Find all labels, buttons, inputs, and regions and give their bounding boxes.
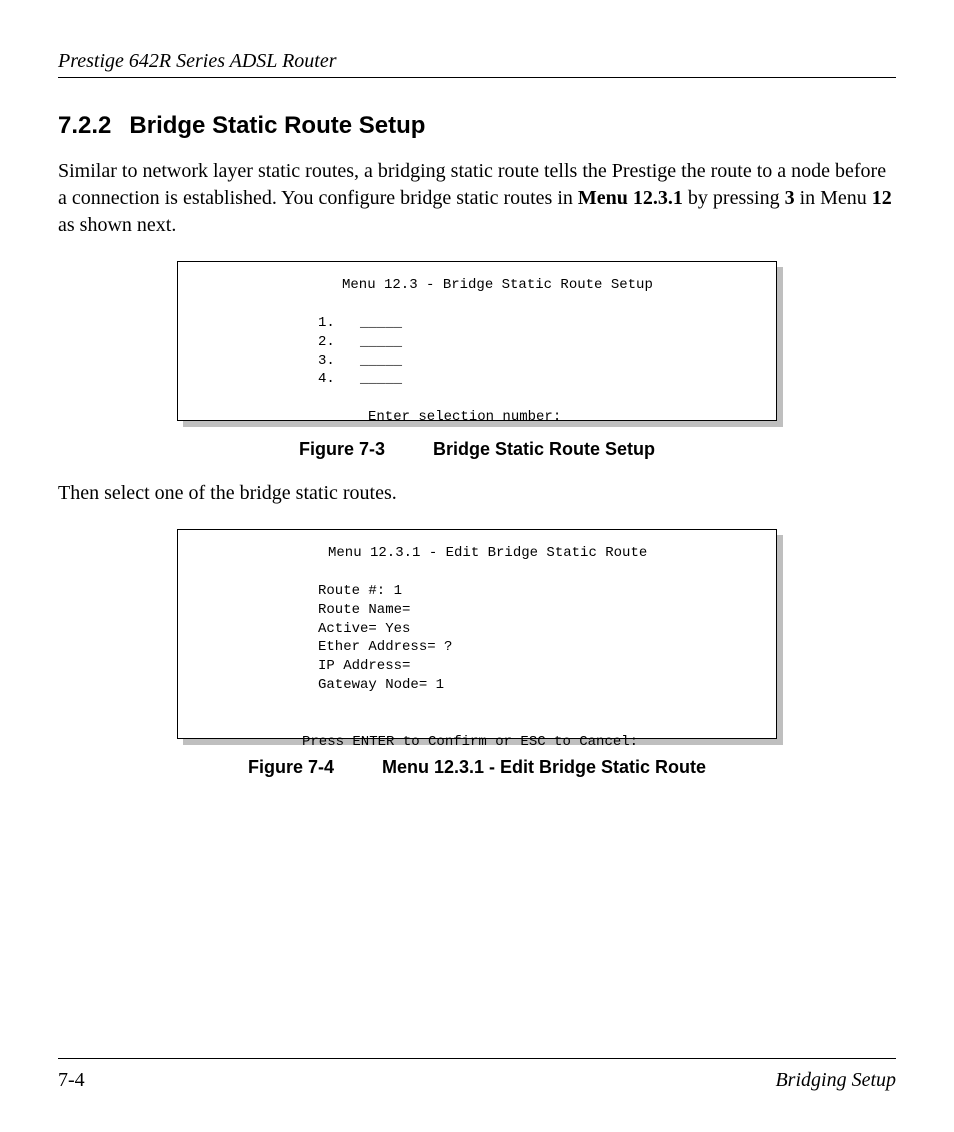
terminal-2-line-4: Ether Address= ?: [318, 639, 452, 655]
page-number: 7-4: [58, 1069, 85, 1092]
terminal-1-prompt: Enter selection number:: [318, 408, 756, 427]
running-header: Prestige 642R Series ADSL Router: [58, 50, 896, 78]
page-footer: 7-4 Bridging Setup: [58, 1058, 896, 1092]
terminal-1-line-3: 3. _____: [318, 353, 402, 369]
p1-post: as shown next.: [58, 214, 176, 236]
terminal-2-line-5: IP Address=: [318, 658, 410, 674]
terminal-2-prompt: Press ENTER to Confirm or ESC to Cancel:: [302, 733, 756, 752]
terminal-2-line-2: Route Name=: [318, 602, 410, 618]
p1-bold-3: 3: [785, 187, 795, 209]
terminal-1-line-2: 2. _____: [318, 334, 402, 350]
section-number: 7.2.2: [58, 112, 111, 140]
footer-title: Bridging Setup: [775, 1069, 896, 1092]
terminal-2-line-1: Route #: 1: [318, 583, 402, 599]
terminal-2-line-6: Gateway Node= 1: [318, 677, 444, 693]
p1-mid1: by pressing: [683, 187, 785, 209]
terminal-1-title: Menu 12.3 - Bridge Static Route Setup: [318, 276, 756, 295]
figure-2-caption: Figure 7-4 Menu 12.3.1 - Edit Bridge Stat…: [58, 757, 896, 778]
p1-bold-menu: Menu 12.3.1: [578, 187, 683, 209]
terminal-1: Menu 12.3 - Bridge Static Route Setup 1.…: [177, 261, 777, 421]
terminal-1-line-4: 4. _____: [318, 371, 402, 387]
p1-mid2: in Menu: [795, 187, 872, 209]
figure-1-title: Bridge Static Route Setup: [433, 439, 655, 459]
mid-paragraph: Then select one of the bridge static rou…: [58, 480, 896, 507]
section-heading: 7.2.2 Bridge Static Route Setup: [58, 112, 896, 140]
terminal-2-title: Menu 12.3.1 - Edit Bridge Static Route: [318, 544, 756, 563]
terminal-1-wrap: Menu 12.3 - Bridge Static Route Setup 1.…: [177, 261, 777, 421]
page: Prestige 642R Series ADSL Router 7.2.2 Br…: [0, 0, 954, 1132]
figure-1-number: Figure 7-3: [299, 439, 385, 459]
figure-2-title: Menu 12.3.1 - Edit Bridge Static Route: [382, 757, 706, 777]
terminal-2-wrap: Menu 12.3.1 - Edit Bridge Static Route R…: [177, 529, 777, 739]
figure-1-caption: Figure 7-3 Bridge Static Route Setup: [58, 439, 896, 460]
section-title: Bridge Static Route Setup: [129, 112, 425, 139]
terminal-2: Menu 12.3.1 - Edit Bridge Static Route R…: [177, 529, 777, 739]
figure-2-number: Figure 7-4: [248, 757, 334, 777]
terminal-2-line-3: Active= Yes: [318, 621, 410, 637]
intro-paragraph: Similar to network layer static routes, …: [58, 158, 896, 239]
terminal-1-line-1: 1. _____: [318, 315, 402, 331]
p1-bold-12: 12: [872, 187, 892, 209]
